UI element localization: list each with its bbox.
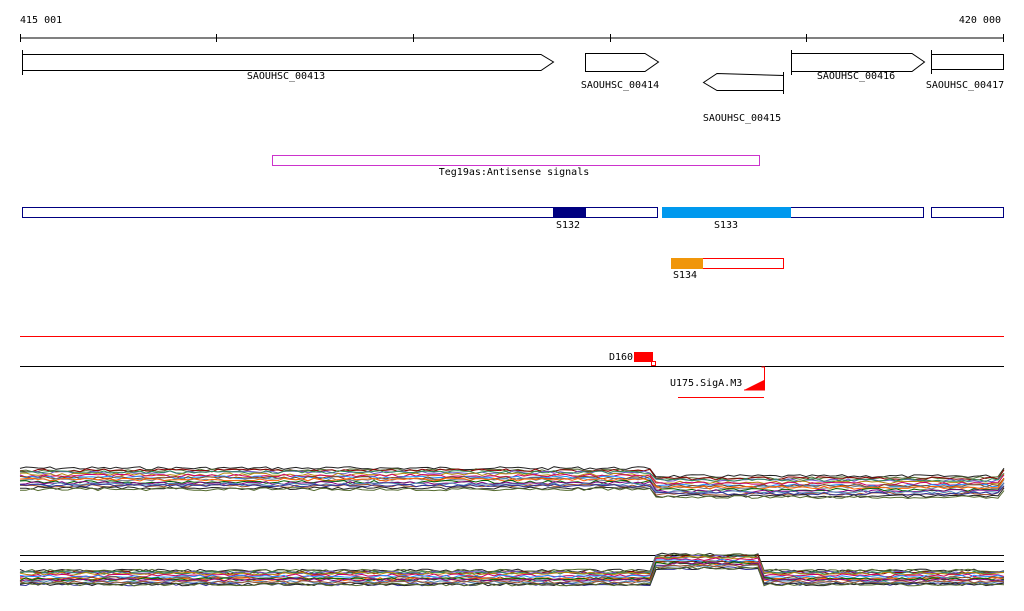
profile-line [19,482,1005,495]
feature-u175[interactable]: U175.SigA.M3 [670,366,765,398]
profile-line [19,472,1005,485]
gene-label: SAOUHSC_00413 [247,71,325,82]
gene-saouhsc-00417[interactable]: SAOUHSC_00417 [926,50,1004,91]
segment-s132-label: S132 [556,220,580,231]
segment-box[interactable] [22,207,658,218]
antisense-track: Teg19as:Antisense signals [272,155,760,178]
profile-line [19,483,1005,496]
gene-saouhsc-00416[interactable]: SAOUHSC_00416 [791,50,926,82]
profile-line [19,487,1005,500]
profile-line [19,562,1005,583]
profile-line [19,475,1005,488]
gene-arrow-forward[interactable] [791,53,926,72]
gene-saouhsc-00414[interactable]: SAOUHSC_00414 [581,53,660,92]
segment-s133[interactable] [662,207,791,218]
profile-line [19,479,1005,492]
gene-label: SAOUHSC_00415 [703,113,781,124]
profile-line [19,553,1005,573]
expression-profiles-bottom [19,552,1005,587]
expression-profiles-top [19,466,1005,500]
feature-u175-triangle[interactable] [744,380,764,390]
feature-d160-marker [651,361,656,366]
profile-line [19,560,1005,581]
profile-line [19,564,1005,585]
gene-label: SAOUHSC_00417 [926,80,1004,91]
profile-line [19,558,1005,579]
feature-track: D160 U175.SigA.M3 [20,336,1004,398]
feature-d160[interactable]: D160 [609,352,656,366]
profile-line [19,486,1005,499]
ruler-end-label: 420 000 [959,15,1001,26]
profile-line [19,566,1005,587]
profile-line [19,477,1005,490]
gene-arrow-reverse[interactable] [702,72,784,91]
gene-label: SAOUHSC_00414 [581,80,659,91]
gene-arrow-forward[interactable] [585,53,660,72]
feature-d160-label: D160 [609,352,633,363]
gene-track: SAOUHSC_00413 SAOUHSC_00414 SAOUHSC_0041… [22,50,1004,124]
gene-arrow-forward[interactable] [22,54,555,71]
antisense-signal-box[interactable] [272,155,760,166]
segment-track: S132 S133 S134 [22,207,1004,281]
ruler-start-label: 415 001 [20,15,62,26]
segment-s132[interactable] [553,207,586,218]
segment-s134[interactable] [671,258,703,269]
profile-line [19,468,1005,481]
antisense-signal-label: Teg19as:Antisense signals [439,167,590,178]
gene-saouhsc-00415[interactable]: SAOUHSC_00415 [702,72,784,124]
feature-u175-label: U175.SigA.M3 [670,378,742,389]
gene-label: SAOUHSC_00416 [817,71,895,82]
gene-saouhsc-00413[interactable]: SAOUHSC_00413 [22,50,555,82]
profile-line [19,466,1005,479]
segment-s134-label: S134 [673,270,697,281]
profile-line [19,555,1005,576]
profile-line [19,483,1005,496]
segment-box[interactable] [931,207,1004,218]
profile-line [19,566,1005,587]
gene-arrow-forward[interactable] [931,54,1004,70]
coordinate-ruler: 415 001 420 000 [20,15,1004,42]
segment-s133-label: S133 [714,220,738,231]
profile-line [19,552,1005,573]
feature-d160-block[interactable] [634,352,653,362]
